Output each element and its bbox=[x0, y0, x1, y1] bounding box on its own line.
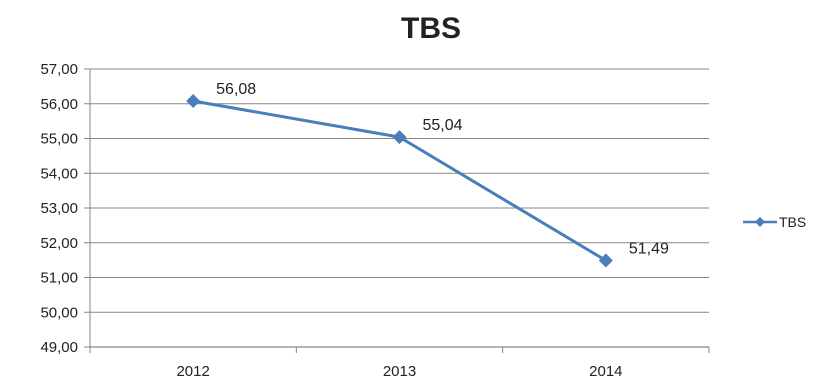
series-line-tbs bbox=[192, 99, 607, 262]
axes bbox=[89, 69, 710, 353]
legend-marker-icon bbox=[755, 217, 765, 227]
y-tick-label: 57,00 bbox=[40, 61, 78, 78]
data-point bbox=[392, 130, 407, 145]
x-tick-label: 2012 bbox=[176, 363, 209, 379]
data-label: 56,08 bbox=[216, 81, 256, 98]
y-tick-label: 55,00 bbox=[40, 131, 78, 148]
legend-label: TBS bbox=[779, 214, 806, 230]
series-layer bbox=[186, 93, 613, 268]
y-tick-labels: 49,00 50,00 51,00 52,00 53,00 54,00 55,00 56,00… bbox=[40, 61, 78, 356]
data-point bbox=[186, 93, 201, 108]
data-labels: 56,08 55,04 51,49 bbox=[216, 81, 669, 258]
y-tick-label: 49,00 bbox=[40, 339, 78, 356]
x-tick-label: 2013 bbox=[383, 363, 416, 379]
y-tick-label: 50,00 bbox=[40, 304, 78, 321]
x-tick-label: 2014 bbox=[589, 363, 622, 379]
x-tick-labels: 2012 2013 2014 bbox=[176, 363, 622, 380]
data-point bbox=[598, 253, 613, 268]
y-tick-label: 51,00 bbox=[40, 270, 78, 287]
y-tick-label: 56,00 bbox=[40, 96, 78, 113]
data-label: 55,04 bbox=[423, 117, 463, 134]
gridlines bbox=[84, 68, 709, 348]
chart-title: TBS bbox=[401, 12, 461, 45]
data-label: 51,49 bbox=[629, 240, 669, 257]
y-tick-label: 53,00 bbox=[40, 200, 78, 217]
y-tick-label: 52,00 bbox=[40, 235, 78, 252]
legend: TBS bbox=[743, 214, 806, 230]
y-tick-label: 54,00 bbox=[40, 165, 78, 182]
